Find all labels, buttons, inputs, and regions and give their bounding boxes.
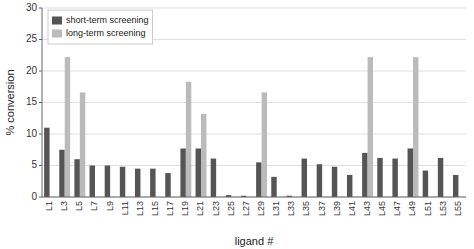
x-tick-label: L11 — [120, 201, 130, 215]
y-tick-label: 20 — [26, 65, 38, 76]
grid-line — [42, 71, 466, 72]
bar — [186, 82, 191, 197]
x-tick-label: L49 — [407, 201, 417, 216]
grid-line — [42, 8, 466, 9]
bar — [408, 148, 413, 197]
x-tick-label: L41 — [347, 201, 357, 216]
bar — [317, 164, 322, 197]
x-tick-label: L7 — [89, 201, 99, 211]
legend-frame — [48, 10, 153, 44]
y-tick-label: 25 — [26, 33, 38, 44]
grid-line — [42, 102, 466, 103]
bar — [80, 92, 85, 197]
x-axis — [42, 197, 466, 198]
legend-label: short-term screening — [66, 15, 149, 25]
x-tick-label: L29 — [256, 201, 266, 216]
bar — [150, 169, 155, 197]
y-tick-label: 30 — [26, 2, 38, 13]
bar — [453, 175, 458, 197]
bar — [362, 153, 367, 197]
x-tick-label: L23 — [211, 201, 221, 216]
bar — [377, 158, 382, 197]
bar — [413, 57, 418, 197]
x-tick-label: L53 — [438, 201, 448, 216]
bar — [90, 166, 95, 198]
bars — [44, 57, 458, 197]
legend: short-term screening long-term screening — [48, 10, 153, 44]
bar — [438, 158, 443, 197]
legend-label: long-term screening — [66, 28, 146, 38]
x-tick-label: L17 — [165, 201, 175, 216]
grid-line — [42, 197, 466, 198]
x-tick-label: L35 — [301, 201, 311, 216]
legend-swatch — [52, 30, 62, 38]
y-axis — [42, 8, 43, 197]
bar — [201, 114, 206, 197]
x-tick-label: L33 — [286, 201, 296, 216]
x-tick-label: L13 — [135, 201, 145, 216]
bar — [271, 177, 276, 197]
bar — [256, 162, 261, 197]
bar — [368, 57, 373, 197]
y-tick-label: 5 — [31, 159, 37, 170]
bar — [211, 159, 216, 197]
bar — [165, 173, 170, 197]
bar — [105, 166, 110, 198]
x-tick-label: L45 — [377, 201, 387, 216]
x-tick-label: L43 — [362, 201, 372, 216]
grid-line — [42, 134, 466, 135]
y-tick-label: 10 — [26, 128, 38, 139]
bar — [180, 148, 185, 197]
bar — [392, 159, 397, 197]
bar — [135, 169, 140, 197]
x-tick-label: L15 — [150, 201, 160, 216]
bar — [44, 128, 49, 197]
x-tick-label: L47 — [392, 201, 402, 216]
bar — [196, 148, 201, 197]
y-axis-label: % conversion — [4, 69, 16, 135]
x-tick-label: L55 — [453, 201, 463, 216]
bar — [65, 57, 70, 197]
bar — [120, 167, 125, 197]
x-tick-label: L21 — [195, 201, 205, 216]
x-tick-label: L19 — [180, 201, 190, 216]
x-tick-label: L31 — [271, 201, 281, 216]
y-tick-label: 15 — [26, 96, 38, 107]
x-tick-label: L27 — [241, 201, 251, 216]
bar — [347, 175, 352, 197]
x-tick-label: L1 — [44, 201, 54, 211]
x-tick-label: L9 — [105, 201, 115, 211]
x-tick-label: L3 — [59, 201, 69, 211]
bar — [74, 159, 79, 197]
chart: 0 5 10 15 20 25 30 L1 L3 L5 L7 L9 L11 L13 L15 L17 L19 L21… — [0, 0, 474, 249]
legend-swatch — [52, 17, 62, 25]
x-tick-label: L37 — [317, 201, 327, 216]
bar — [332, 167, 337, 197]
x-tick-label: L25 — [226, 201, 236, 216]
x-tick-label: L5 — [74, 201, 84, 211]
x-tick-label: L51 — [423, 201, 433, 216]
x-tick-label: L39 — [332, 201, 342, 216]
bar — [262, 92, 267, 197]
y-tick-label: 0 — [31, 191, 37, 202]
bar — [302, 159, 307, 197]
bar — [59, 150, 64, 197]
bar — [423, 171, 428, 197]
x-axis-label: ligand # — [235, 235, 274, 247]
